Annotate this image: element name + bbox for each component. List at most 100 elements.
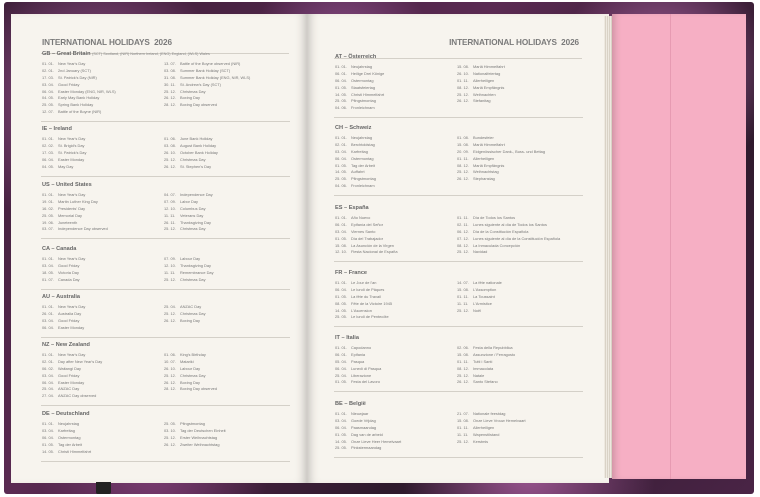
holiday-row: 04. 05. Early May Bank Holiday — [42, 95, 164, 102]
holiday-name: Tag der Arbeit — [351, 162, 376, 168]
country-section-fr: FR – France 01. 01. Le Jour de l'an 06. 04.… — [334, 270, 583, 328]
holiday-row: 03. 04. Good Friday — [42, 318, 164, 325]
holiday-date: 25. 05. — [42, 102, 54, 108]
holiday-date: 04. 07. — [164, 192, 176, 197]
holiday-row: 15. 08. Mariä Himmelfahrt — [457, 142, 579, 149]
holiday-name: June Bank Holiday — [180, 136, 213, 141]
holiday-name: Independence Day observed — [58, 226, 108, 232]
holiday-date: 06. 04. — [42, 324, 54, 330]
holiday-row: 04. 06. Fronleichnam — [335, 183, 457, 190]
holiday-name: Día del Trabajador — [351, 235, 384, 241]
country-name: España — [348, 205, 369, 211]
holiday-column: 07. 09. Labour Day 12. 10. Thanksgiving Day… — [164, 256, 286, 284]
section-divider — [334, 326, 583, 328]
separator: – — [342, 270, 349, 276]
holiday-row: 01. 05. La fête du Travail — [335, 294, 457, 301]
holiday-name: Neujahrstag — [58, 421, 79, 426]
holiday-name: La Inmaculada Concepción — [473, 242, 521, 248]
country-name: New Zealand — [55, 342, 90, 348]
holiday-name: Erster Weihnachtstag — [180, 434, 218, 440]
holiday-column: 01. 01. Neujahrstag 06. 01. Heilige Drei Kö… — [335, 64, 457, 112]
holiday-date: 03. 04. — [42, 372, 54, 378]
holiday-name: Summer Bank Holiday (ENG, NIR, WLS) — [180, 74, 251, 80]
holiday-name: Boxing Day — [180, 379, 200, 385]
holiday-name: La fête du Travail — [351, 293, 381, 299]
holiday-name: Thanksgiving Day — [180, 262, 211, 268]
holiday-date: 25. 12. — [164, 434, 176, 440]
holiday-name: St. Patrick's Day (NIR) — [58, 74, 97, 80]
holiday-name: Mariä Empfängnis — [473, 162, 505, 168]
country-name: Schweiz — [349, 125, 372, 131]
country-name: United States — [56, 182, 92, 188]
holiday-row: 01. 01. Capodanno — [335, 345, 457, 352]
holiday-name: Easter Monday — [58, 379, 85, 385]
holiday-name: La fête nationale — [473, 280, 502, 285]
holiday-row: 27. 04. ANZAC Day observed — [42, 393, 164, 400]
holiday-row: 25. 05. Memorial Day — [42, 213, 164, 220]
holiday-row: 01. 05. Día del Trabajador — [335, 236, 457, 243]
holiday-date: 26. 12. — [164, 317, 176, 323]
holiday-date: 31. 08. — [164, 74, 176, 80]
holiday-date: 26. 12. — [457, 379, 469, 385]
holiday-date: 01. 01. — [335, 280, 347, 285]
holiday-name: Christmas Day — [180, 226, 206, 232]
holiday-date: 26. 10. — [164, 365, 176, 371]
holiday-date: 06. 04. — [335, 286, 347, 292]
holiday-name: Christi Himmelfahrt — [351, 91, 385, 97]
holiday-date: 25. 12. — [457, 169, 469, 175]
country-section-de: DE – Deutschland 01. 01. Neujahrstag 03. 04… — [41, 411, 290, 462]
holiday-name: Battle of the Boyne observed (NIR) — [180, 61, 241, 66]
holiday-date: 15. 08. — [457, 417, 469, 423]
holiday-date: 25. 04. — [164, 304, 176, 309]
section-divider — [334, 391, 583, 393]
holiday-date: 01. 05. — [335, 235, 347, 241]
holiday-date: 11. 11. — [164, 212, 176, 218]
holiday-name: Christmas Day — [180, 156, 206, 162]
holiday-date: 26. 10. — [164, 149, 176, 155]
holiday-row: 25. 05. Pinkstermaandag — [335, 445, 457, 452]
holiday-date: 07. 09. — [164, 256, 176, 261]
separator: – — [49, 411, 57, 417]
section-divider — [41, 288, 290, 290]
holiday-row: 06. 01. Epifania — [335, 352, 457, 359]
holiday-date: 01. 11. — [457, 358, 469, 364]
holiday-row: 01. 11. La Toussaint — [457, 294, 579, 301]
holiday-row: 06. 02. Waitangi Day — [42, 366, 164, 373]
holiday-name: Nationale feestdag — [473, 411, 506, 416]
holiday-name: Victoria Day — [58, 269, 79, 275]
holiday-date: 26. 12. — [164, 95, 176, 101]
holiday-row: 08. 12. Mariä Empfängnis — [457, 163, 579, 170]
separator: – — [49, 246, 57, 252]
country-code: AU — [42, 294, 51, 300]
holiday-date: 12. 07. — [42, 109, 54, 115]
holiday-column: 01. 01. Neujahrstag 02. 01. Berchtoldstag 03… — [335, 135, 457, 190]
holiday-date: 01. 01. — [42, 192, 54, 197]
holiday-date: 25. 12. — [164, 156, 176, 162]
holiday-name: Auffahrt — [351, 169, 365, 175]
country-code: NZ — [42, 342, 50, 348]
holiday-row: 04. 07. Independence Day — [164, 192, 286, 199]
country-code: IT — [335, 335, 340, 341]
holiday-date: 06. 01. — [335, 351, 347, 357]
holiday-row: 08. 12. La Inmaculada Concepción — [457, 243, 579, 250]
holiday-date: 06. 04. — [335, 424, 347, 430]
holiday-name: Epifania — [351, 351, 366, 357]
holiday-column: 14. 07. La fête nationale 15. 08. L'Assompt… — [457, 280, 579, 321]
holiday-name: Festa del Lavoro — [351, 379, 380, 385]
holiday-date: 25. 05. — [164, 421, 176, 426]
holiday-date: 07. 12. — [457, 235, 469, 241]
holiday-date: 28. 12. — [164, 102, 176, 108]
holiday-column: 01. 01. New Year's Day 19. 01. Martin Luthe… — [42, 192, 164, 233]
holiday-date: 25. 05. — [335, 314, 347, 320]
holiday-column: 15. 08. Mariä Himmelfahrt 26. 10. Nationalf… — [457, 64, 579, 112]
holiday-row: 25. 12. Weihnachten — [457, 92, 579, 99]
holiday-name: Mariä Himmelfahrt — [473, 64, 505, 69]
holiday-date: 16. 02. — [42, 205, 54, 211]
holiday-name: ANZAC Day observed — [58, 393, 97, 399]
holiday-row: 25. 05. Le lundi de Pentecôte — [335, 314, 457, 321]
holiday-row: 06. 04. Ostermontag — [335, 78, 457, 85]
country-name: Italia — [346, 335, 359, 341]
holiday-date: 01. 05. — [335, 84, 347, 90]
holiday-date: 03. 10. — [164, 427, 176, 433]
holiday-name: Berchtoldstag — [351, 141, 375, 147]
